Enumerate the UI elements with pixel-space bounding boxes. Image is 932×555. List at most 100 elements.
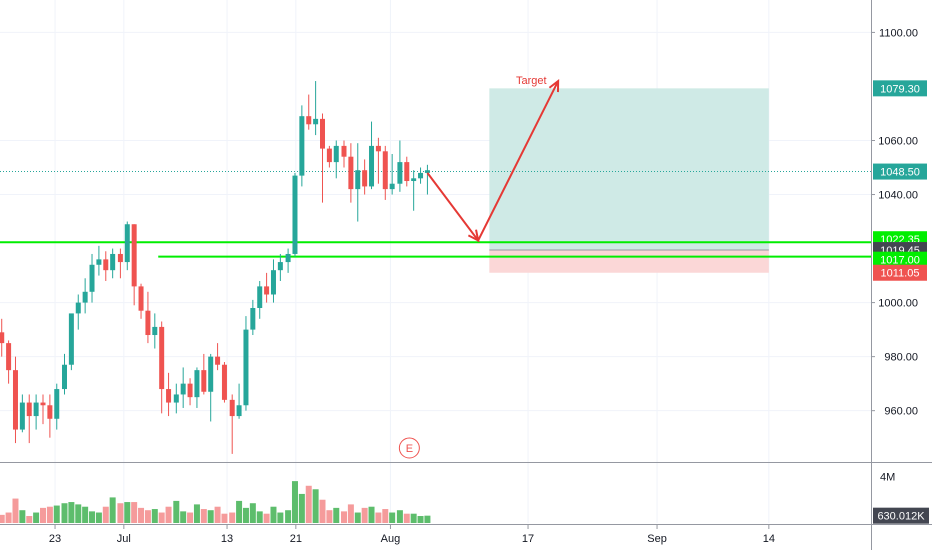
candle-body-down[interactable] xyxy=(12,370,18,430)
candle-body-up[interactable] xyxy=(243,329,249,406)
candle-body-down[interactable] xyxy=(117,253,123,263)
candle-body-up[interactable] xyxy=(285,253,291,263)
candle-body-down[interactable] xyxy=(382,151,388,190)
candle-body-up[interactable] xyxy=(389,183,395,190)
volume-last-badge xyxy=(873,507,929,524)
time-tick-label: 23 xyxy=(49,533,61,545)
price-tick-label: 1000.00 xyxy=(878,298,918,310)
candle-body-up[interactable] xyxy=(411,178,417,182)
projection-arrowhead-up xyxy=(548,78,560,93)
candle-body-up[interactable] xyxy=(236,405,242,417)
volume-bar xyxy=(46,506,53,523)
candle-body-up[interactable] xyxy=(355,170,361,190)
candle-body-down[interactable] xyxy=(6,343,12,371)
candle-body-down[interactable] xyxy=(320,118,325,149)
candle-body-up[interactable] xyxy=(173,394,179,403)
candle-body-up[interactable] xyxy=(292,175,298,254)
volume-bar xyxy=(173,500,180,523)
candle-body-down[interactable] xyxy=(26,402,32,417)
earnings-marker-icon[interactable] xyxy=(398,437,420,459)
candle-body-down[interactable] xyxy=(404,162,410,182)
volume-bar xyxy=(19,510,26,523)
volume-bar xyxy=(410,513,417,523)
candle-body-down[interactable] xyxy=(229,399,235,417)
candle-body-down[interactable] xyxy=(348,156,354,190)
volume-bar xyxy=(298,493,305,523)
volume-bar xyxy=(249,503,256,523)
projection-drawing[interactable]: Target E xyxy=(398,75,560,459)
candle-body-up[interactable] xyxy=(194,370,200,398)
price-label-text: 1011.05 xyxy=(881,268,920,280)
time-tick-label: 21 xyxy=(290,533,302,545)
candle-body-up[interactable] xyxy=(62,364,67,390)
candle-body-down[interactable] xyxy=(306,116,312,125)
price-tick-label: 1040.00 xyxy=(878,190,918,202)
time-tick-label: 14 xyxy=(763,533,775,545)
candle-body-down[interactable] xyxy=(166,389,172,403)
candle-body-up[interactable] xyxy=(270,270,276,295)
candle-body-up[interactable] xyxy=(68,313,74,365)
price-tick-label: 980.00 xyxy=(884,352,918,364)
position-zones[interactable] xyxy=(489,88,769,273)
candle-body-up[interactable] xyxy=(54,389,60,419)
candle-body-down[interactable] xyxy=(138,286,144,311)
candle-body-up[interactable] xyxy=(124,224,130,263)
candle-body-up[interactable] xyxy=(89,264,95,292)
candle-body-up[interactable] xyxy=(19,402,25,430)
candle-body-up[interactable] xyxy=(277,262,283,271)
candle-body-up[interactable] xyxy=(33,402,39,417)
candle-body-down[interactable] xyxy=(159,326,165,390)
candle-body-up[interactable] xyxy=(208,356,214,392)
candle-body-down[interactable] xyxy=(47,405,53,419)
volume-bar xyxy=(277,512,284,523)
target-zone[interactable] xyxy=(489,88,769,251)
volume-bar xyxy=(326,510,333,523)
horizontal-levels[interactable] xyxy=(0,171,871,258)
volume-bar xyxy=(221,513,228,523)
candle-body-down[interactable] xyxy=(145,310,151,336)
candle-body-up[interactable] xyxy=(82,291,88,303)
volume-bar xyxy=(82,506,89,523)
candle-body-up[interactable] xyxy=(397,162,403,184)
price-label-badge xyxy=(873,264,927,281)
volume-bar xyxy=(270,506,277,523)
candle-body-down[interactable] xyxy=(40,402,46,406)
candle-body-down[interactable] xyxy=(326,148,332,163)
volume-bar xyxy=(187,512,194,523)
candle-body-up[interactable] xyxy=(110,253,116,271)
candle-body-up[interactable] xyxy=(180,383,186,395)
candle-body-up[interactable] xyxy=(257,286,263,308)
volume-bar xyxy=(165,506,172,523)
candle-body-up[interactable] xyxy=(418,172,424,179)
candle-body-up[interactable] xyxy=(75,302,81,314)
price-label-text: 1079.30 xyxy=(880,83,920,95)
volume-bar xyxy=(312,489,319,523)
candle-body-up[interactable] xyxy=(250,308,256,330)
candle-body-down[interactable] xyxy=(0,332,5,344)
candle-body-down[interactable] xyxy=(341,145,347,157)
candle-body-down[interactable] xyxy=(131,224,137,287)
candle-body-up[interactable] xyxy=(152,326,158,336)
stop-zone[interactable] xyxy=(489,250,769,273)
candle-body-down[interactable] xyxy=(375,145,381,152)
candle-body-down[interactable] xyxy=(264,286,270,295)
candle-body-down[interactable] xyxy=(103,259,109,271)
candle-body-up[interactable] xyxy=(96,259,102,265)
candles[interactable] xyxy=(0,81,430,454)
price-tick-label: 960.00 xyxy=(884,406,918,418)
candle-body-down[interactable] xyxy=(187,383,193,398)
candle-body-down[interactable] xyxy=(362,170,368,187)
candle-body-down[interactable] xyxy=(221,364,227,400)
target-annotation[interactable]: Target xyxy=(516,75,547,87)
candle-body-up[interactable] xyxy=(299,116,305,176)
candle-body-up[interactable] xyxy=(369,145,375,187)
candle-body-up[interactable] xyxy=(333,145,339,163)
candle-body-up[interactable] xyxy=(424,170,430,173)
price-label-text: 1048.50 xyxy=(880,167,920,179)
volume-bar xyxy=(347,504,354,523)
candle-body-down[interactable] xyxy=(201,370,207,392)
candle-body-down[interactable] xyxy=(215,356,221,365)
candle-body-up[interactable] xyxy=(313,118,319,125)
